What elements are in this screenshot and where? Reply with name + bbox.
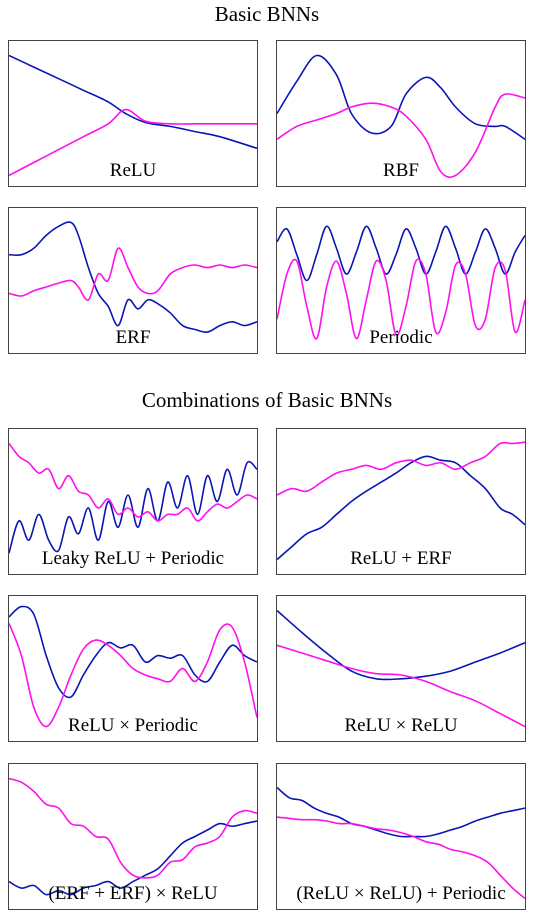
chart-plot	[277, 609, 525, 728]
series-line-magenta	[9, 623, 257, 728]
series-line-magenta	[277, 816, 525, 900]
chart-plot	[9, 221, 257, 334]
series-line-blue	[9, 460, 257, 554]
chart-plot	[277, 441, 525, 561]
series-line-magenta	[277, 93, 525, 178]
chart-label: ReLU × Periodic	[68, 715, 198, 736]
chart-label: (ReLU × ReLU) + Periodic	[296, 883, 506, 904]
section-title-combinations: Combinations of Basic BNNs	[141, 388, 393, 412]
chart-label: Leaky ReLU + Periodic	[41, 548, 225, 569]
chart-label: Periodic	[369, 327, 433, 348]
series-line-blue	[277, 225, 525, 282]
series-line-blue	[277, 609, 525, 681]
series-line-magenta	[277, 644, 525, 728]
chart-plot	[9, 54, 257, 177]
series-line-magenta	[277, 441, 525, 496]
chart-plot	[9, 442, 257, 554]
chart-panel-rbf: RBF	[276, 40, 526, 187]
chart-panel-erf-erf-relu: (ERF + ERF) × ReLU	[8, 763, 258, 910]
series-line-blue	[9, 820, 257, 896]
chart-label: ReLU	[109, 160, 157, 181]
series-line-magenta	[9, 442, 257, 522]
series-line-magenta	[9, 108, 257, 177]
chart-plot	[277, 225, 525, 340]
chart-label: ReLU + ERF	[350, 548, 452, 569]
series-line-blue	[9, 605, 257, 699]
chart-panel-relu-erf: ReLU + ERF	[276, 428, 526, 575]
chart-panel-relu: ReLU	[8, 40, 258, 187]
series-line-blue	[277, 54, 525, 140]
chart-plot	[277, 54, 525, 178]
chart-label: RBF	[383, 160, 419, 181]
series-line-magenta	[9, 777, 257, 879]
series-line-blue	[9, 54, 257, 150]
series-line-magenta	[9, 247, 257, 301]
chart-plot	[277, 786, 525, 900]
chart-plot	[9, 777, 257, 896]
series-line-blue	[277, 455, 525, 561]
series-line-blue	[9, 221, 257, 334]
series-line-blue	[277, 786, 525, 838]
chart-label: ERF	[115, 327, 151, 348]
chart-panel-leaky-relu-periodic: Leaky ReLU + Periodic	[8, 428, 258, 575]
chart-panel-periodic: Periodic	[276, 207, 526, 354]
chart-panel-relu-relu-periodic: (ReLU × ReLU) + Periodic	[276, 763, 526, 910]
chart-panel-relu-relu: ReLU × ReLU	[276, 595, 526, 742]
chart-label: ReLU × ReLU	[344, 715, 458, 736]
chart-label: (ERF + ERF) × ReLU	[48, 883, 218, 904]
chart-plot	[9, 605, 257, 728]
section-title-basic: Basic BNNs	[214, 2, 320, 26]
chart-panel-relu-periodic: ReLU × Periodic	[8, 595, 258, 742]
chart-panel-erf: ERF	[8, 207, 258, 354]
series-line-magenta	[277, 258, 525, 340]
